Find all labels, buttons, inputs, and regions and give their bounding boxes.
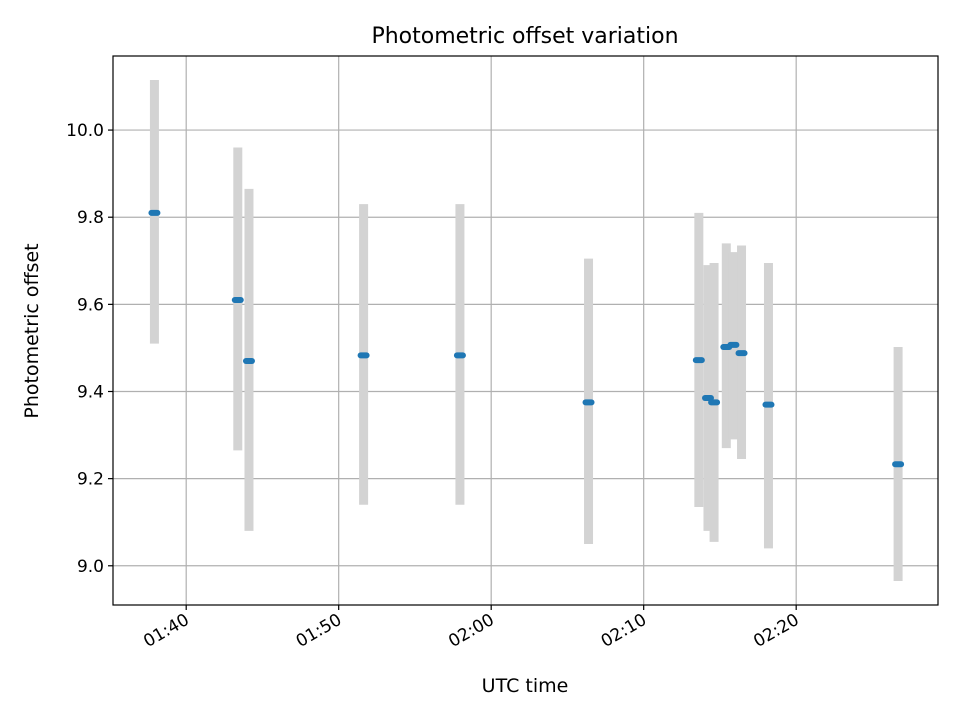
y-tick-label: 9.4 (77, 383, 104, 403)
y-tick-label: 9.0 (77, 557, 104, 577)
y-tick-label: 10.0 (66, 121, 104, 141)
y-tick-label: 9.8 (77, 208, 104, 228)
plot-frame (112, 55, 939, 606)
y-tick-label: 9.6 (77, 295, 104, 315)
y-axis: 9.0 9.2 9.4 9.6 9.8 10.0 (66, 121, 113, 577)
x-axis-label: UTC time (482, 675, 569, 697)
chart-title: Photometric offset variation (371, 24, 678, 49)
y-axis-label: Photometric offset (21, 243, 43, 418)
data-points (148, 209, 905, 468)
y-tick-label: 9.2 (77, 470, 104, 490)
